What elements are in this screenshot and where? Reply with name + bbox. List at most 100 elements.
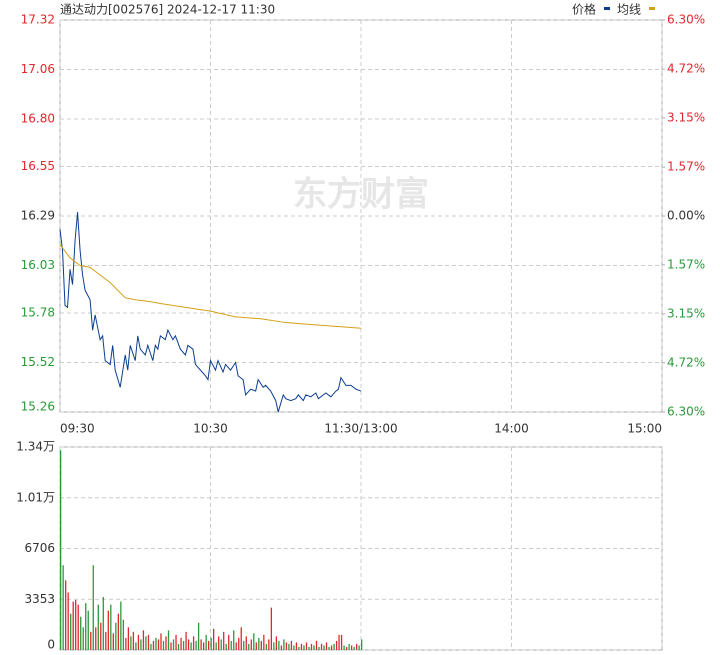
volume-bar [187,639,190,650]
y-tick-label: 16.55 [21,159,55,173]
legend-swatch [649,7,655,10]
volume-bar [110,604,112,650]
y-tick-label: 0 [47,638,55,652]
y2-tick-label: 4.72% [667,62,705,76]
volume-bar [288,643,290,650]
volume-bar [223,631,225,650]
volume-bar [95,627,97,650]
volume-bar [333,643,335,650]
volume-bar [255,642,257,650]
volume-bar [290,640,293,650]
volume-bar [180,637,182,650]
volume-bar [303,645,305,650]
y-tick-label: 16.03 [21,258,55,272]
volume-bar [152,640,155,650]
volume-bar [325,642,328,650]
y2-tick-label: 6.30% [667,405,705,419]
volume-bar [240,627,242,650]
volume-bar [75,600,77,650]
volume-bar [275,636,278,650]
volume-bar [250,639,252,650]
volume-bar [233,630,235,650]
volume-bar [270,607,272,650]
volume-bar [67,592,69,650]
volume-bar [313,645,315,650]
y2-tick-label: 6.30% [667,13,705,27]
y-tick-label: 15.52 [21,355,55,369]
y-tick-label: 1.01万 [16,490,55,504]
y-tick-label: 6706 [24,541,55,555]
legend-swatch [604,7,610,10]
volume-bar [127,627,130,650]
volume-bar [245,636,247,650]
volume-bar [190,642,192,650]
volume-bar [340,634,343,650]
volume-bar [220,639,222,650]
volume-bar [172,639,175,650]
volume-bar [107,610,109,650]
volume-bar [80,616,82,650]
volume-bar [353,646,355,650]
volume-bar [185,631,187,650]
volume-bar [260,640,262,650]
volume-bar [328,646,330,650]
volume-bar [285,642,288,650]
volume-bar [330,645,333,650]
volume-bar [132,631,135,650]
volume-bar [77,604,79,650]
x-tick-label: 14:00 [494,422,529,436]
volume-bar [60,450,62,650]
volume-bar [343,645,345,650]
volume-bar [157,639,160,650]
volume-bar [130,636,132,650]
volume-bar [145,636,147,650]
y-tick-label: 17.32 [21,13,55,27]
volume-bar [205,634,207,650]
volume-bar [155,637,157,650]
x-tick-label: 09:30 [60,422,95,436]
volume-bar [135,642,137,650]
volume-bar [310,643,313,650]
watermark: 东方财富 [293,175,429,215]
volume-bar [323,645,325,650]
x-tick-label: 11:30/13:00 [324,422,397,436]
volume-bar [230,640,232,650]
volume-bar [102,597,104,650]
volume-bar [162,640,165,650]
volume-bar [228,634,230,650]
volume-bar [175,634,177,650]
legend-label: 均线 [617,3,641,17]
volume-bar [125,637,127,650]
volume-bar [258,637,260,650]
y-tick-label: 17.06 [21,62,55,76]
volume-bar [320,643,323,650]
volume-bar [140,639,142,650]
y-tick-label: 3353 [24,592,55,606]
volume-bar [265,643,267,650]
volume-bar [268,639,270,650]
volume-bar [300,643,303,650]
volume-bar [305,642,308,650]
y2-tick-label: 1.57% [667,160,705,174]
volume-bar [225,643,227,650]
volume-bar [182,640,185,650]
y-tick-label: 16.29 [21,209,55,223]
volume-bar [243,640,245,650]
volume-bar [218,636,220,650]
volume-bar [120,601,122,650]
price-line [59,244,362,329]
y2-tick-label: 1.57% [667,257,705,271]
volume-bar [263,634,265,650]
volume-bar [293,645,295,650]
volume-bar [192,636,195,650]
volume-bar [142,630,145,650]
volume-bar [167,630,170,650]
volume-bar [82,627,84,650]
volume-bar [65,580,67,650]
volume-bar [87,610,89,650]
volume-bar [137,634,140,650]
volume-bar [345,646,348,650]
x-tick-label: 15:00 [627,422,662,436]
volume-bar [283,639,285,650]
